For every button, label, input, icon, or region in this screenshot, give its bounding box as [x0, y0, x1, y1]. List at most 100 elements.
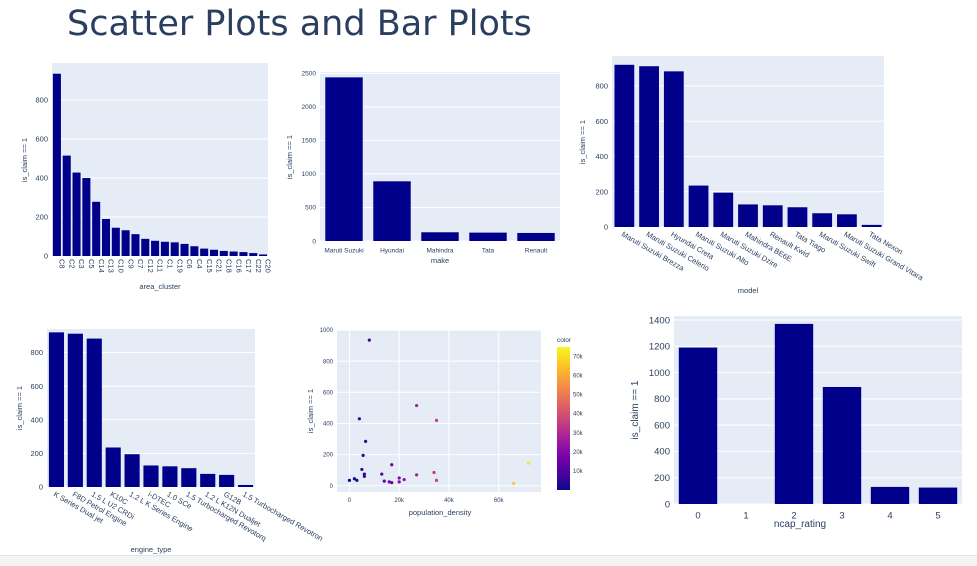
- bar[interactable]: [229, 251, 238, 256]
- bar[interactable]: [67, 333, 83, 487]
- bar[interactable]: [239, 252, 248, 256]
- x-tick-label: C2: [67, 259, 76, 269]
- bar[interactable]: [237, 484, 254, 487]
- bar[interactable]: [639, 66, 659, 228]
- bar[interactable]: [52, 73, 61, 256]
- bar[interactable]: [517, 232, 555, 241]
- bar[interactable]: [713, 192, 734, 227]
- bar[interactable]: [918, 487, 958, 504]
- scatter-point[interactable]: [367, 338, 371, 342]
- scatter-point[interactable]: [360, 467, 364, 472]
- bar[interactable]: [111, 227, 120, 256]
- bar[interactable]: [180, 243, 189, 256]
- scatter-point[interactable]: [352, 477, 357, 481]
- bar[interactable]: [209, 249, 219, 256]
- bar[interactable]: [121, 230, 130, 256]
- y-axis-label: is_claim == 1: [306, 389, 315, 433]
- plot-background: [52, 63, 268, 256]
- scatter-point[interactable]: [364, 439, 368, 443]
- bar[interactable]: [131, 234, 140, 256]
- bar[interactable]: [259, 254, 268, 256]
- y-tick-label: 600: [35, 135, 48, 144]
- bar[interactable]: [325, 77, 363, 241]
- scatter-point[interactable]: [415, 403, 419, 408]
- bar[interactable]: [678, 347, 718, 504]
- bar[interactable]: [688, 185, 709, 227]
- bar[interactable]: [421, 232, 459, 241]
- bar[interactable]: [738, 204, 758, 227]
- scatter-point[interactable]: [357, 417, 361, 421]
- bar[interactable]: [249, 253, 258, 256]
- bar[interactable]: [837, 214, 857, 227]
- scatter-point[interactable]: [362, 472, 366, 476]
- scatter-point[interactable]: [390, 481, 394, 485]
- x-tick-label: 40k: [444, 498, 455, 504]
- scatter-point[interactable]: [355, 478, 359, 482]
- scatter-point[interactable]: [347, 478, 352, 482]
- bar[interactable]: [200, 473, 216, 487]
- scatter-point[interactable]: [397, 480, 401, 484]
- bar[interactable]: [200, 248, 209, 256]
- bar[interactable]: [72, 172, 81, 256]
- bar[interactable]: [48, 332, 65, 487]
- bar[interactable]: [101, 218, 111, 256]
- bar[interactable]: [469, 232, 507, 241]
- scatter-point[interactable]: [362, 474, 366, 479]
- scatter-point[interactable]: [434, 478, 439, 482]
- bar[interactable]: [822, 386, 862, 504]
- scatter-point[interactable]: [361, 453, 365, 457]
- bar[interactable]: [219, 250, 228, 256]
- x-tick-label: Hyundai Creta: [669, 230, 716, 262]
- bar[interactable]: [151, 240, 160, 256]
- x-tick-label: C9: [126, 259, 135, 269]
- x-tick-label: C4: [195, 259, 204, 269]
- bar[interactable]: [190, 246, 199, 256]
- x-tick-label: 5: [935, 511, 940, 522]
- scatter-point[interactable]: [397, 476, 401, 480]
- scatter-point[interactable]: [512, 481, 516, 486]
- bar[interactable]: [86, 338, 102, 487]
- bar[interactable]: [82, 178, 91, 256]
- bar[interactable]: [143, 465, 159, 487]
- bar[interactable]: [160, 241, 169, 256]
- x-tick-label: C16: [234, 259, 243, 273]
- bar[interactable]: [219, 474, 235, 487]
- x-tick-label: Renault: [525, 248, 548, 255]
- scatter-point[interactable]: [390, 463, 394, 467]
- bar[interactable]: [812, 213, 833, 227]
- bar[interactable]: [861, 224, 882, 227]
- bar[interactable]: [170, 242, 179, 256]
- x-tick-label: Mahindra: [426, 248, 453, 255]
- y-tick-label: 0: [39, 483, 43, 492]
- bar[interactable]: [787, 207, 808, 227]
- bar[interactable]: [870, 486, 910, 504]
- scatter-point[interactable]: [526, 461, 531, 465]
- bar[interactable]: [663, 71, 684, 227]
- bar[interactable]: [92, 201, 101, 256]
- scatter-point[interactable]: [387, 480, 391, 484]
- bar[interactable]: [181, 468, 197, 487]
- bar[interactable]: [105, 447, 121, 488]
- bar[interactable]: [124, 454, 140, 487]
- scatter-point[interactable]: [382, 479, 386, 483]
- scatter-point[interactable]: [434, 418, 439, 422]
- bar[interactable]: [162, 466, 178, 487]
- bar[interactable]: [373, 181, 411, 241]
- bar[interactable]: [762, 205, 783, 227]
- scatter-point[interactable]: [402, 477, 406, 482]
- bar[interactable]: [62, 155, 71, 256]
- y-tick-label: 400: [654, 447, 670, 458]
- scatter-point[interactable]: [380, 472, 384, 476]
- bar[interactable]: [774, 323, 814, 504]
- scatter-point[interactable]: [432, 470, 436, 475]
- scatter-point[interactable]: [415, 473, 419, 477]
- x-axis-label: area_cluster: [139, 282, 181, 291]
- bar[interactable]: [141, 238, 150, 256]
- bar[interactable]: [614, 64, 635, 228]
